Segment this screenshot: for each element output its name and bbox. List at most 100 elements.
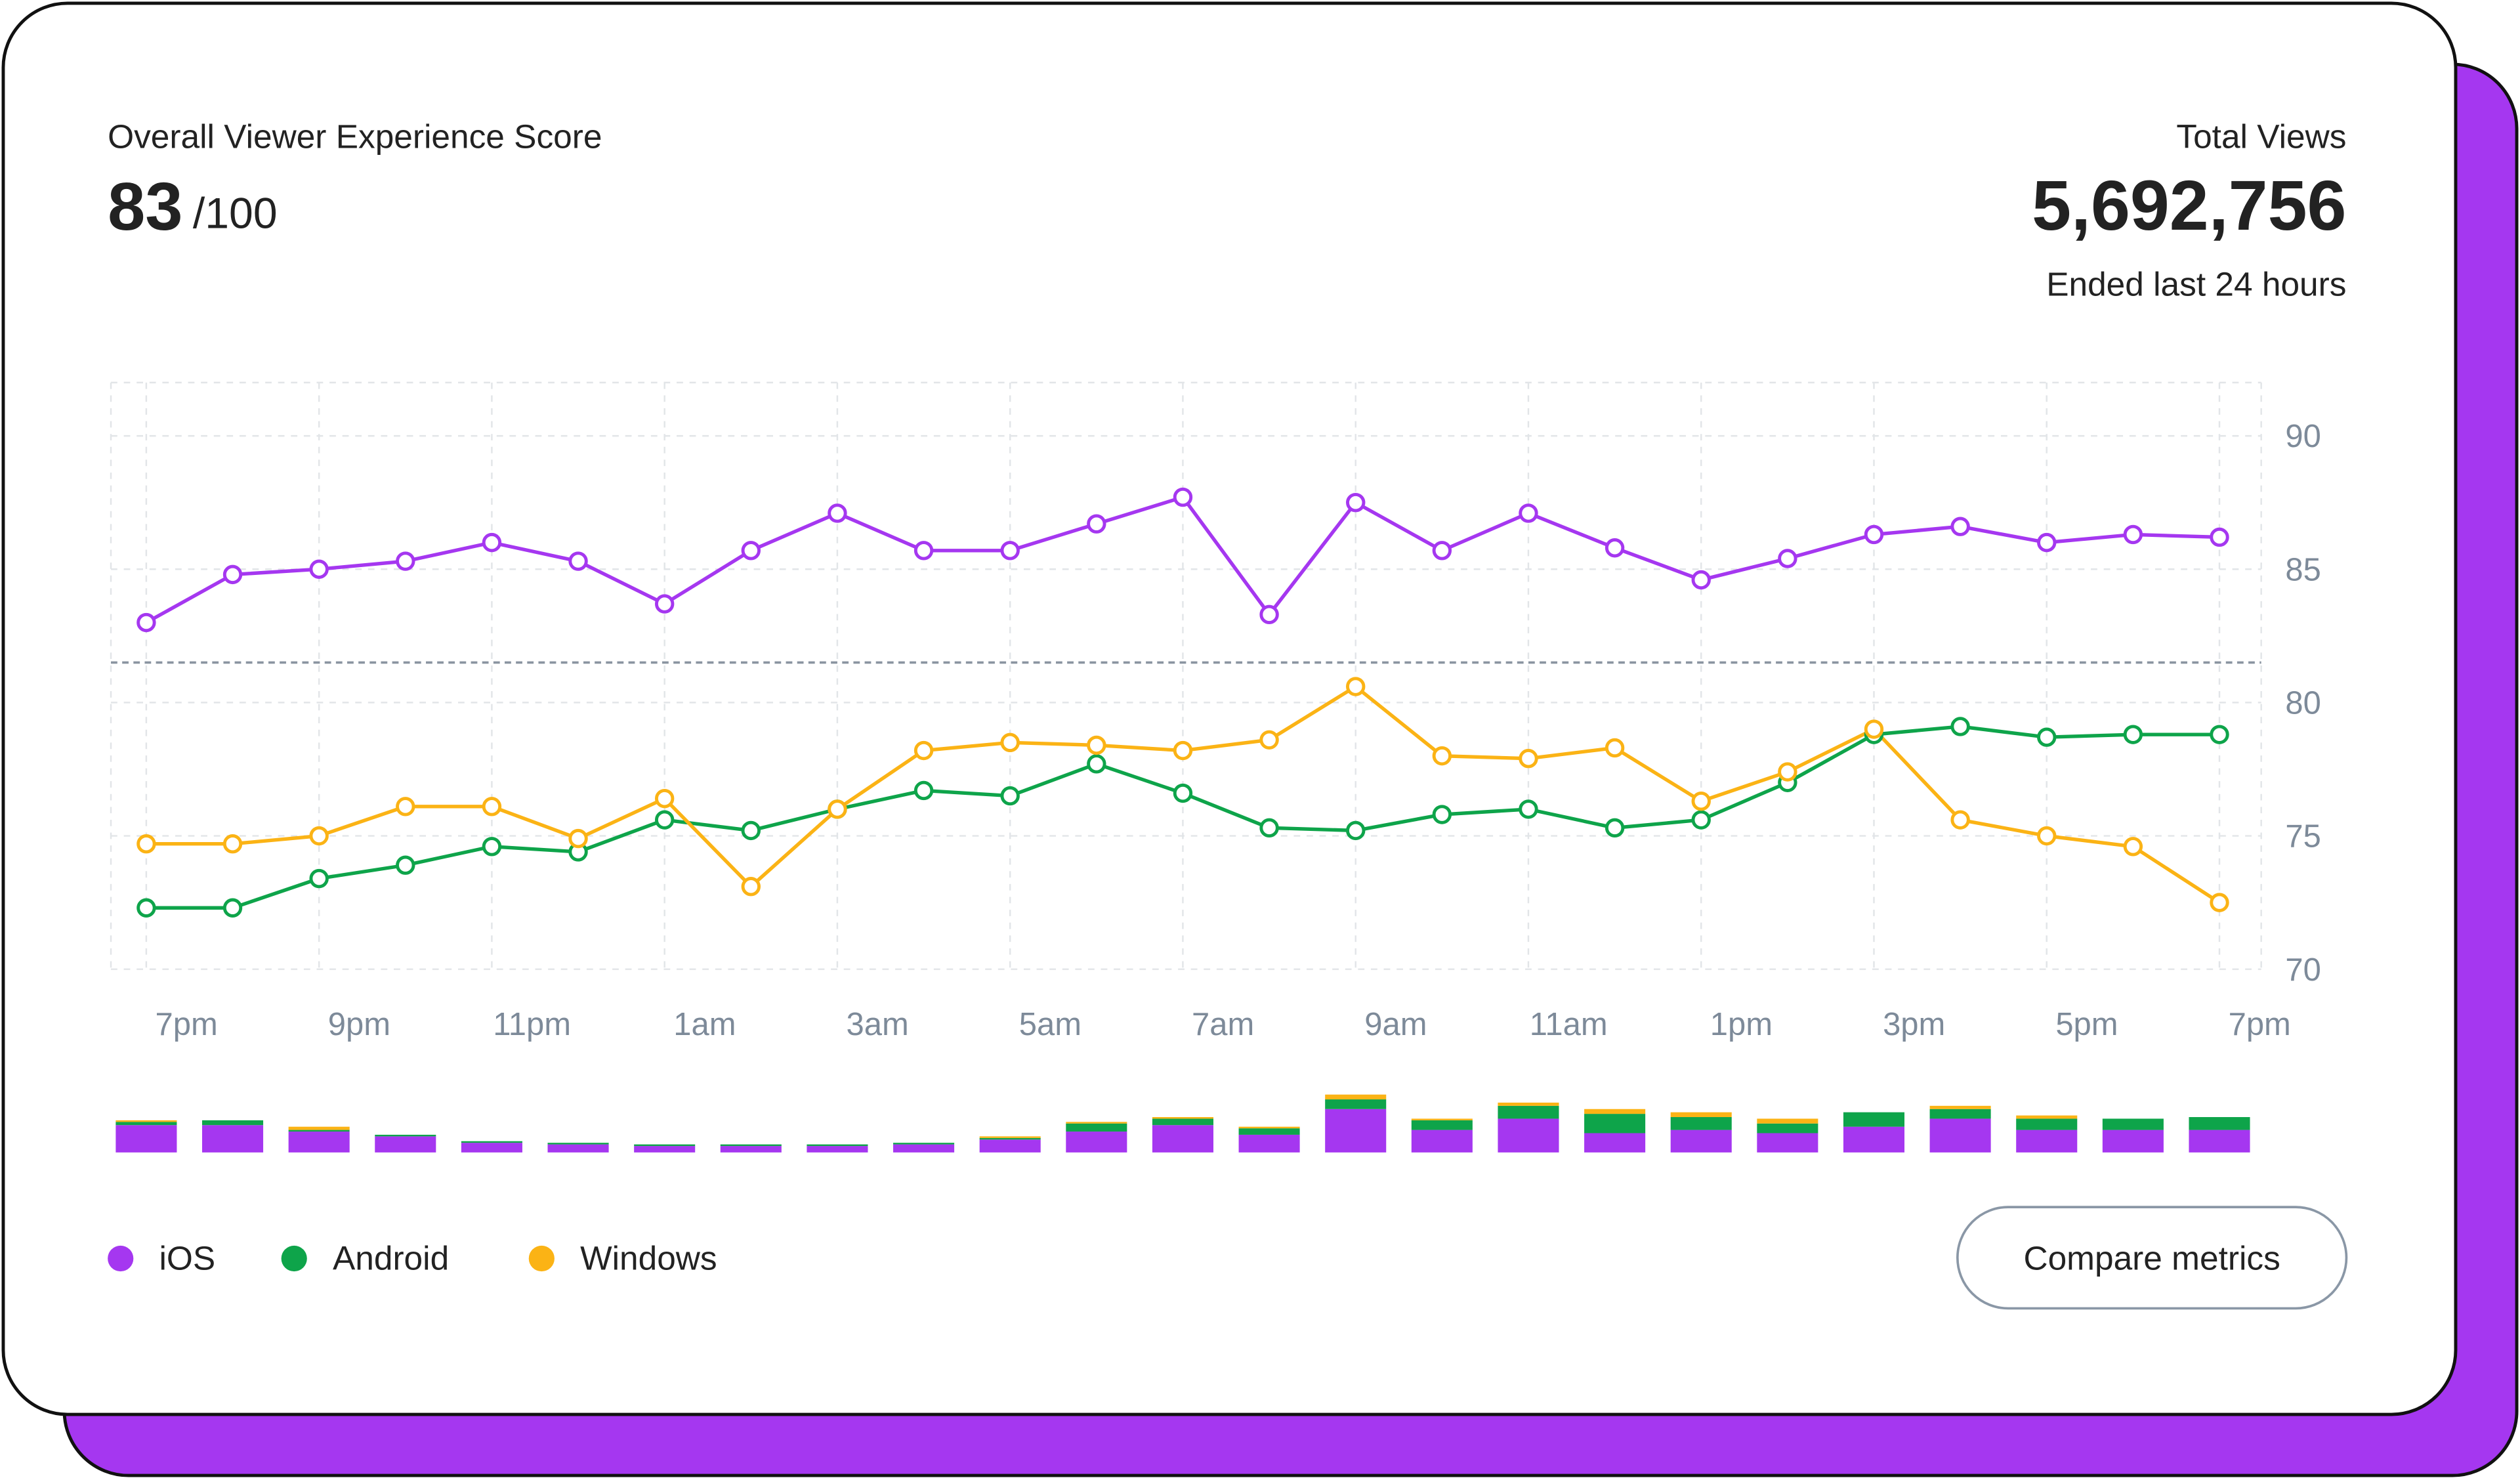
x-tick-label: 1pm — [1710, 1007, 1773, 1042]
volume-bar — [1152, 1118, 1213, 1126]
data-point — [741, 820, 761, 841]
volume-bar — [1411, 1120, 1473, 1130]
volume-bar — [116, 1120, 177, 1122]
volume-bar — [2016, 1115, 2078, 1119]
data-point — [2123, 524, 2143, 545]
x-tick-label: 5am — [1019, 1007, 1082, 1042]
compare-button-label[interactable]: Compare metrics — [2023, 1239, 2280, 1277]
volume-bar — [1152, 1116, 1213, 1119]
score-title: Overall Viewer Experience Score — [108, 117, 602, 155]
volume-bar — [720, 1146, 782, 1153]
volume-bar — [2102, 1118, 2164, 1130]
data-point — [1173, 740, 1193, 761]
data-point — [1432, 541, 1452, 561]
card — [1, 1, 2458, 1416]
compare-button[interactable] — [1956, 1206, 2348, 1310]
x-tick-label: 3am — [847, 1007, 909, 1042]
volume-bar — [461, 1143, 522, 1153]
y-tick-label: 80 — [2285, 686, 2320, 721]
data-point — [914, 740, 934, 761]
legend-swatch — [528, 1245, 555, 1272]
volume-bar — [2189, 1130, 2250, 1153]
volume-bar — [1411, 1118, 1473, 1120]
volume-bar — [1325, 1109, 1387, 1153]
data-point — [2037, 532, 2057, 553]
data-point — [828, 503, 847, 523]
volume-bar — [979, 1137, 1041, 1140]
data-point — [222, 564, 243, 585]
volume-bar — [288, 1132, 350, 1153]
volume-bar — [1066, 1132, 1127, 1153]
data-point — [1259, 818, 1279, 838]
data-point — [654, 788, 675, 809]
score-suffix: /100 — [193, 190, 278, 238]
data-point — [741, 877, 761, 897]
volume-bar — [634, 1146, 696, 1153]
data-point — [482, 797, 502, 816]
data-point — [1087, 735, 1106, 755]
data-point — [1259, 730, 1279, 750]
data-point — [1173, 487, 1193, 507]
data-point — [1087, 754, 1106, 774]
volume-bar — [375, 1134, 436, 1137]
data-point — [1950, 717, 1970, 736]
legend-swatch — [281, 1245, 307, 1272]
volume-bar — [807, 1144, 868, 1147]
volume-bar — [202, 1125, 264, 1153]
data-point — [654, 810, 675, 830]
volume-bar — [547, 1143, 609, 1145]
data-point — [1691, 810, 1711, 830]
data-point — [2210, 725, 2229, 744]
legend-label: Android — [333, 1239, 449, 1277]
data-point — [1519, 799, 1538, 819]
data-point — [1173, 783, 1193, 803]
x-tick-label: 5pm — [2055, 1007, 2118, 1042]
volume-bar — [1066, 1123, 1127, 1132]
data-point — [568, 828, 588, 849]
y-tick-label: 75 — [2285, 819, 2320, 855]
volume-bar — [1498, 1105, 1559, 1119]
data-point — [1950, 810, 1970, 830]
volume-bar — [807, 1146, 868, 1153]
volume-bar — [1584, 1114, 1646, 1133]
volume-bar — [116, 1122, 177, 1126]
data-point — [1000, 786, 1020, 806]
data-point — [654, 594, 675, 614]
data-point — [1346, 677, 1366, 696]
x-tick-label: 7pm — [2229, 1007, 2291, 1042]
views-title: Total Views — [2176, 117, 2346, 155]
data-point — [1691, 570, 1711, 590]
volume-bar — [1238, 1128, 1300, 1135]
volume-bar — [979, 1139, 1041, 1153]
data-point — [914, 541, 934, 561]
data-point — [1519, 749, 1538, 769]
volume-bar — [1757, 1123, 1818, 1133]
volume-bar — [1670, 1116, 1732, 1130]
data-point — [2037, 826, 2057, 846]
volume-bar — [2189, 1116, 2250, 1130]
x-tick-label: 1am — [673, 1007, 736, 1042]
data-point — [1778, 762, 1797, 782]
y-tick-label: 70 — [2285, 952, 2320, 988]
data-point — [828, 799, 847, 819]
data-point — [1432, 746, 1452, 766]
data-point — [396, 551, 415, 571]
data-point — [136, 612, 156, 633]
data-point — [136, 898, 156, 918]
volume-bar — [1584, 1133, 1646, 1153]
x-tick-label: 9am — [1364, 1007, 1427, 1042]
volume-bar — [1498, 1102, 1559, 1106]
y-tick-label: 90 — [2285, 419, 2320, 454]
x-tick-label: 11pm — [493, 1007, 571, 1042]
x-tick-label: 3pm — [1883, 1007, 1945, 1042]
volume-bar — [1757, 1133, 1818, 1153]
data-point — [1346, 820, 1366, 841]
volume-bar — [288, 1126, 350, 1130]
volume-bar — [375, 1136, 436, 1153]
data-point — [568, 551, 588, 571]
volume-bar — [1238, 1134, 1300, 1153]
volume-bar — [634, 1144, 696, 1147]
x-tick-label: 7am — [1192, 1007, 1254, 1042]
data-point — [1864, 524, 1884, 545]
